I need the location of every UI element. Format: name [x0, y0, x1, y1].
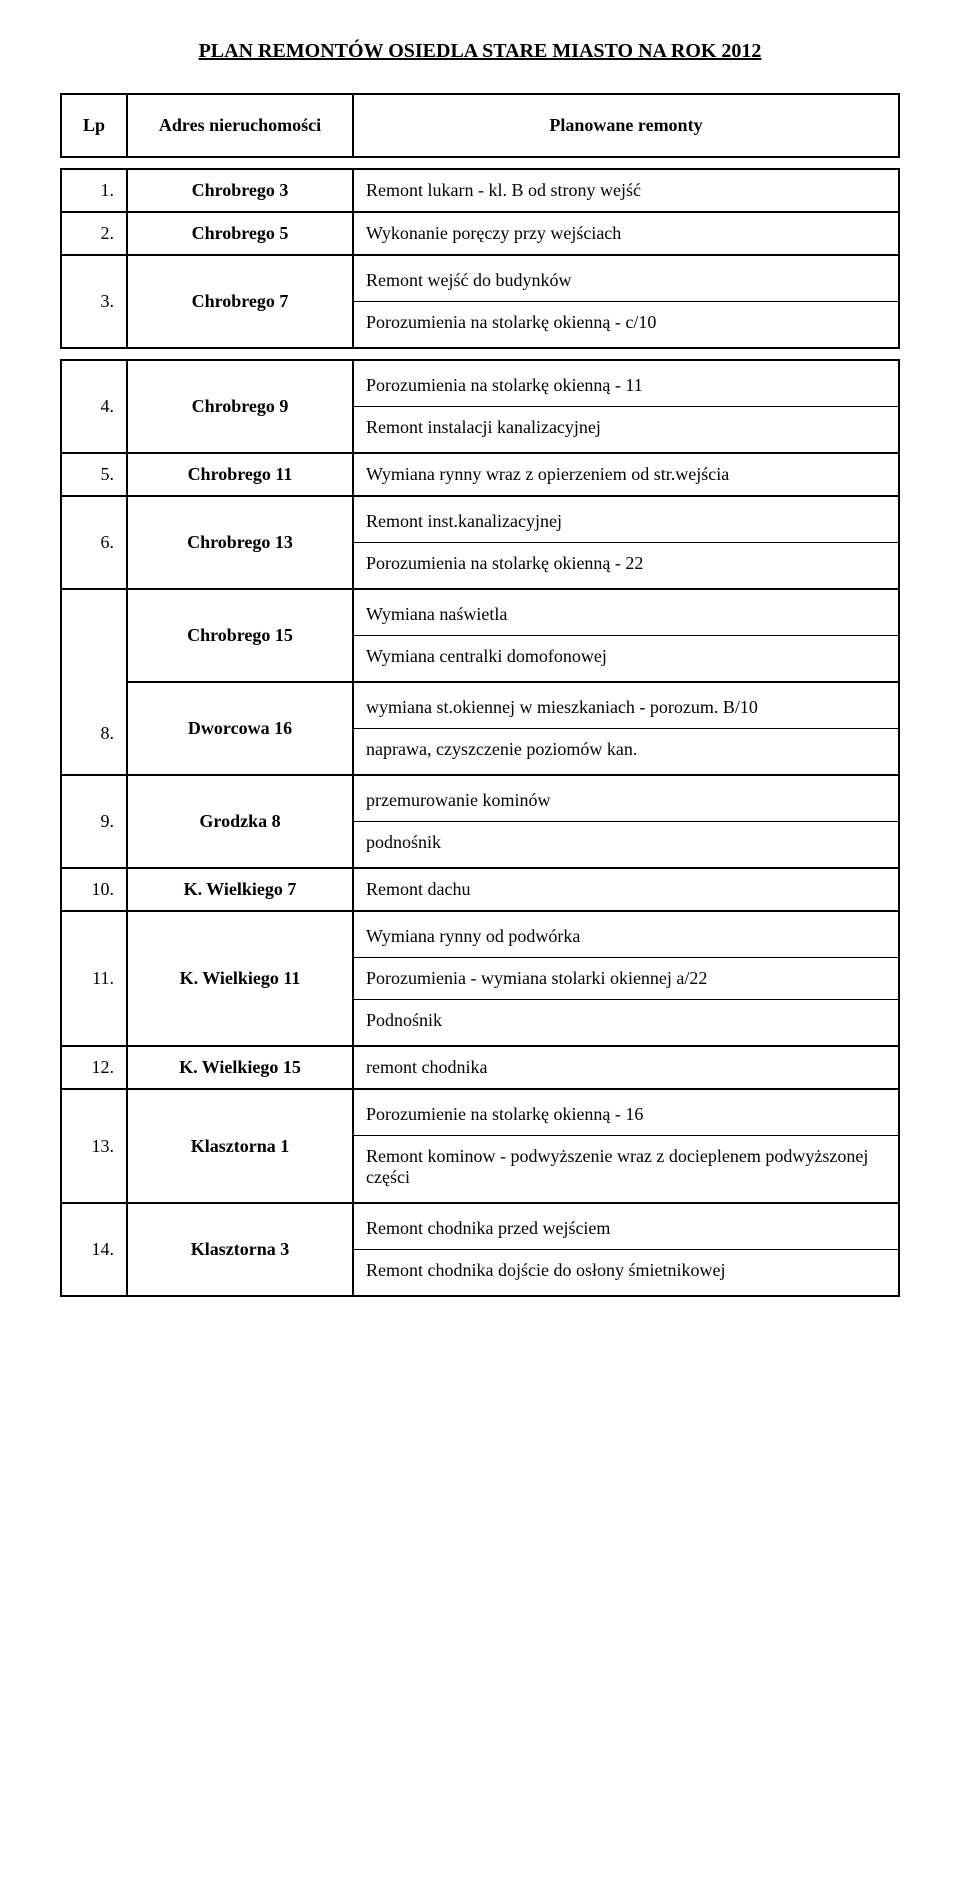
cell-addr: Chrobrego 3 — [127, 169, 353, 212]
cell-remont: Wymiana rynny od podwórka Porozumienia -… — [353, 911, 899, 1046]
header-addr: Adres nieruchomości — [127, 94, 353, 157]
cell-addr: K. Wielkiego 11 — [127, 911, 353, 1046]
cell-remont: przemurowanie kominów podnośnik — [353, 775, 899, 868]
table-row: 2. Chrobrego 5 Wykonanie poręczy przy we… — [61, 212, 899, 255]
cell-remont: Wymiana rynny wraz z opierzeniem od str.… — [353, 453, 899, 496]
cell-addr: Chrobrego 9 — [127, 360, 353, 453]
remont-sub: Porozumienia na stolarkę okienną - c/10 — [366, 308, 886, 337]
cell-lp: 2. — [61, 212, 127, 255]
remont-sub: Porozumienia - wymiana stolarki okiennej… — [366, 964, 886, 993]
table-row: Dworcowa 16 wymiana st.okiennej w mieszk… — [61, 682, 899, 775]
cell-lp: 6. — [61, 496, 127, 589]
cell-lp: 12. — [61, 1046, 127, 1089]
cell-lp: 8. — [61, 589, 127, 775]
cell-addr: Chrobrego 15 — [127, 589, 353, 682]
cell-addr: K. Wielkiego 7 — [127, 868, 353, 911]
remont-sub: przemurowanie kominów — [366, 786, 886, 815]
cell-remont: Porozumienie na stolarkę okienną - 16 Re… — [353, 1089, 899, 1203]
cell-addr: K. Wielkiego 15 — [127, 1046, 353, 1089]
remont-sub: Remont inst.kanalizacyjnej — [366, 507, 886, 536]
table-row: 11. K. Wielkiego 11 Wymiana rynny od pod… — [61, 911, 899, 1046]
remont-sub: Remont kominow - podwyższenie wraz z doc… — [366, 1142, 886, 1192]
remont-sub: wymiana st.okiennej w mieszkaniach - por… — [366, 693, 886, 722]
remont-sub: Remont chodnika dojście do osłony śmietn… — [366, 1256, 886, 1285]
remont-sub: Remont instalacji kanalizacyjnej — [366, 413, 886, 442]
remont-sub: Wymiana naświetla — [366, 600, 886, 629]
table-row: 12. K. Wielkiego 15 remont chodnika — [61, 1046, 899, 1089]
remont-sub: Podnośnik — [366, 1006, 886, 1035]
cell-remont: Remont inst.kanalizacyjnej Porozumienia … — [353, 496, 899, 589]
cell-lp: 9. — [61, 775, 127, 868]
remont-sub: podnośnik — [366, 828, 886, 857]
table-row: 3. Chrobrego 7 Remont wejść do budynków … — [61, 255, 899, 348]
cell-remont: Remont dachu — [353, 868, 899, 911]
table-header: Lp Adres nieruchomości Planowane remonty — [61, 94, 899, 157]
header-lp: Lp — [61, 94, 127, 157]
table-row: 10. K. Wielkiego 7 Remont dachu — [61, 868, 899, 911]
header-remont: Planowane remonty — [353, 94, 899, 157]
plan-table: Lp Adres nieruchomości Planowane remonty… — [60, 93, 900, 1297]
cell-lp: 13. — [61, 1089, 127, 1203]
cell-lp: 5. — [61, 453, 127, 496]
cell-addr: Chrobrego 11 — [127, 453, 353, 496]
cell-remont: Remont wejść do budynków Porozumienia na… — [353, 255, 899, 348]
remont-sub: Wymiana rynny od podwórka — [366, 922, 886, 951]
cell-lp: 1. — [61, 169, 127, 212]
table-row: 1. Chrobrego 3 Remont lukarn - kl. B od … — [61, 169, 899, 212]
cell-remont: Wykonanie poręczy przy wejściach — [353, 212, 899, 255]
cell-remont: Porozumienia na stolarkę okienną - 11 Re… — [353, 360, 899, 453]
cell-remont: wymiana st.okiennej w mieszkaniach - por… — [353, 682, 899, 775]
cell-lp: 14. — [61, 1203, 127, 1296]
cell-addr: Klasztorna 3 — [127, 1203, 353, 1296]
cell-remont: Remont lukarn - kl. B od strony wejść — [353, 169, 899, 212]
remont-sub: Porozumienia na stolarkę okienną - 22 — [366, 549, 886, 578]
remont-sub: naprawa, czyszczenie poziomów kan. — [366, 735, 886, 764]
cell-remont: Remont chodnika przed wejściem Remont ch… — [353, 1203, 899, 1296]
remont-sub: Porozumienia na stolarkę okienną - 11 — [366, 371, 886, 400]
remont-sub: Remont wejść do budynków — [366, 266, 886, 295]
cell-addr: Chrobrego 13 — [127, 496, 353, 589]
cell-remont: remont chodnika — [353, 1046, 899, 1089]
table-row: 6. Chrobrego 13 Remont inst.kanalizacyjn… — [61, 496, 899, 589]
cell-lp: 4. — [61, 360, 127, 453]
table-row: 5. Chrobrego 11 Wymiana rynny wraz z opi… — [61, 453, 899, 496]
table-row: 4. Chrobrego 9 Porozumienia na stolarkę … — [61, 360, 899, 453]
cell-addr: Chrobrego 5 — [127, 212, 353, 255]
table-row: 9. Grodzka 8 przemurowanie kominów podno… — [61, 775, 899, 868]
cell-lp: 3. — [61, 255, 127, 348]
table-row: 14. Klasztorna 3 Remont chodnika przed w… — [61, 1203, 899, 1296]
table-row: 13. Klasztorna 1 Porozumienie na stolark… — [61, 1089, 899, 1203]
cell-addr: Grodzka 8 — [127, 775, 353, 868]
remont-sub: Wymiana centralki domofonowej — [366, 642, 886, 671]
table-row: 8. Chrobrego 15 Wymiana naświetla Wymian… — [61, 589, 899, 682]
remont-sub: Porozumienie na stolarkę okienną - 16 — [366, 1100, 886, 1129]
cell-addr: Klasztorna 1 — [127, 1089, 353, 1203]
cell-lp: 11. — [61, 911, 127, 1046]
cell-addr: Chrobrego 7 — [127, 255, 353, 348]
cell-lp: 10. — [61, 868, 127, 911]
cell-remont: Wymiana naświetla Wymiana centralki domo… — [353, 589, 899, 682]
remont-sub: Remont chodnika przed wejściem — [366, 1214, 886, 1243]
cell-addr: Dworcowa 16 — [127, 682, 353, 775]
page-title: PLAN REMONTÓW OSIEDLA STARE MIASTO NA RO… — [60, 40, 900, 63]
